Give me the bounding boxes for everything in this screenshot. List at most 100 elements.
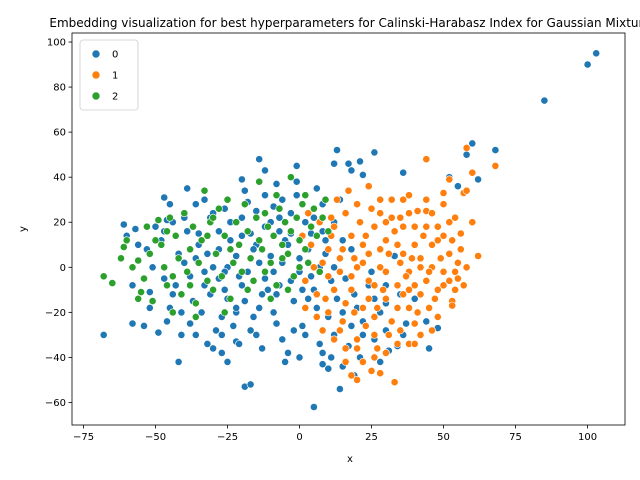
data-point [459, 281, 468, 290]
data-point [269, 308, 278, 317]
axes-frame [71, 32, 626, 426]
data-point [410, 222, 419, 231]
data-point [186, 319, 194, 328]
data-point [292, 213, 301, 222]
data-point [163, 317, 171, 326]
data-point [203, 276, 212, 285]
data-point [209, 344, 217, 353]
data-point [151, 222, 160, 231]
data-point [451, 213, 459, 222]
data-point [410, 339, 419, 348]
data-point [370, 353, 379, 362]
data-point [356, 157, 364, 166]
data-point [275, 204, 284, 213]
data-point [367, 267, 376, 276]
data-point [341, 344, 350, 353]
x-tick-label: −75 [73, 432, 94, 443]
data-point [390, 227, 399, 236]
data-point [491, 161, 500, 170]
data-point [203, 249, 212, 258]
data-point [330, 263, 338, 272]
data-point [163, 227, 171, 236]
data-point [425, 303, 433, 312]
data-point [275, 213, 284, 222]
data-point [258, 344, 266, 353]
data-point [341, 209, 350, 218]
data-point [246, 254, 255, 263]
data-point [387, 317, 396, 326]
data-point [189, 222, 197, 231]
data-point [284, 348, 292, 357]
data-point [286, 209, 295, 218]
data-point [318, 258, 327, 267]
data-point [318, 326, 327, 335]
data-point [168, 272, 177, 281]
data-point [344, 159, 353, 168]
data-point [281, 357, 289, 366]
data-point [370, 312, 379, 321]
data-point [347, 166, 356, 175]
data-point [160, 193, 169, 202]
data-point [281, 218, 289, 227]
data-point [134, 294, 143, 303]
data-point [200, 267, 209, 276]
data-point [347, 231, 356, 240]
data-point [266, 252, 275, 260]
data-point [237, 231, 246, 240]
data-point [191, 299, 200, 308]
data-point [436, 254, 445, 263]
data-point [344, 186, 353, 195]
data-point [448, 301, 457, 310]
data-point [272, 290, 281, 299]
data-point [462, 143, 471, 152]
data-point [272, 319, 281, 328]
data-point [183, 227, 192, 236]
data-point [376, 263, 385, 272]
data-point [243, 227, 252, 236]
data-point [324, 364, 333, 373]
data-point [407, 254, 416, 263]
data-point [312, 312, 321, 321]
data-point [373, 303, 382, 312]
data-point [381, 218, 390, 227]
data-point [284, 285, 292, 294]
data-point [353, 200, 361, 209]
data-point [307, 272, 315, 281]
series-1 [298, 143, 500, 387]
data-point [335, 254, 344, 263]
data-point [212, 326, 220, 335]
data-point [249, 245, 258, 254]
data-point [263, 285, 272, 294]
data-point [315, 267, 324, 276]
data-point [209, 285, 217, 294]
data-point [321, 195, 330, 204]
data-point [99, 330, 108, 339]
data-point [177, 308, 186, 317]
data-point [209, 263, 217, 272]
data-point [183, 184, 192, 193]
data-point [445, 249, 454, 258]
data-point [284, 249, 292, 258]
data-point [220, 285, 229, 294]
data-point [315, 339, 324, 348]
data-point [390, 378, 399, 387]
data-point [358, 170, 367, 179]
data-point [186, 245, 194, 254]
data-point [301, 218, 310, 227]
data-point [439, 281, 448, 290]
series-2 [99, 173, 333, 321]
data-point [180, 258, 189, 267]
data-point [410, 240, 419, 249]
data-point [433, 222, 442, 231]
data-point [301, 245, 310, 254]
data-point [338, 308, 347, 317]
data-point [327, 213, 336, 222]
data-point [347, 321, 356, 330]
data-point [160, 263, 169, 272]
data-point [223, 357, 232, 366]
data-point [335, 385, 344, 393]
data-point [451, 267, 459, 276]
data-point [413, 207, 422, 215]
data-point [261, 191, 269, 200]
data-point [416, 263, 425, 272]
